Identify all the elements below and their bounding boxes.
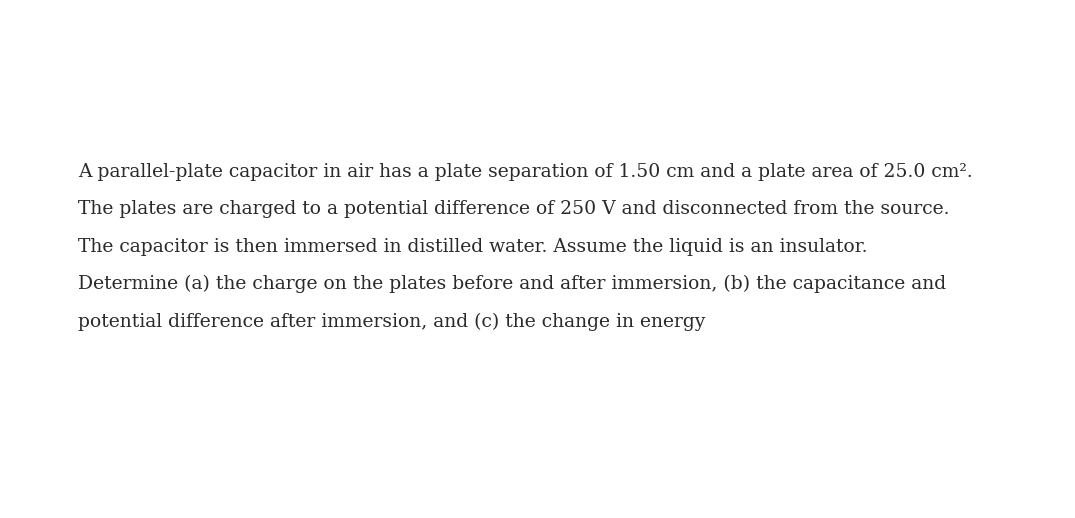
Text: A parallel-plate capacitor in air has a plate separation of 1.50 cm and a plate : A parallel-plate capacitor in air has a …	[78, 163, 973, 181]
Text: Determine (a) the charge on the plates before and after immersion, (b) the capac: Determine (a) the charge on the plates b…	[78, 275, 947, 293]
Text: potential difference after immersion, and (c) the change in energy: potential difference after immersion, an…	[78, 312, 706, 330]
Text: The capacitor is then immersed in distilled water. Assume the liquid is an insul: The capacitor is then immersed in distil…	[78, 238, 868, 256]
Text: The plates are charged to a potential difference of 250 V and disconnected from : The plates are charged to a potential di…	[78, 200, 950, 219]
